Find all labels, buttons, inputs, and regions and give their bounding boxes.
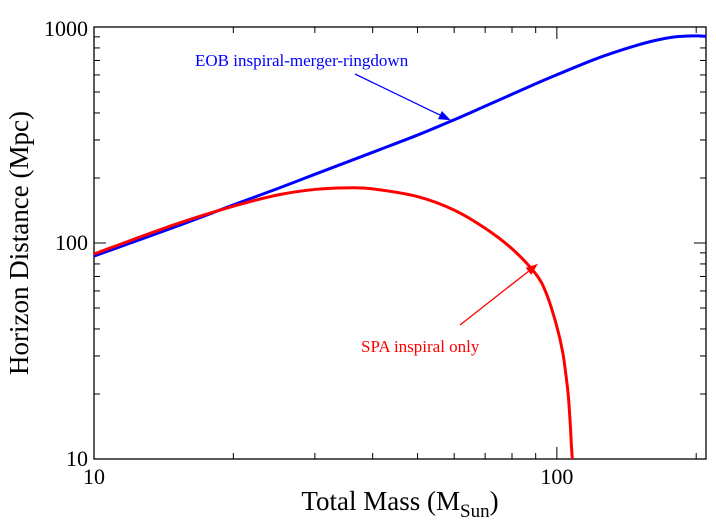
x-axis-label: Total Mass (MSun): [301, 486, 498, 522]
axis-tick-labels: 10 100 10 100 1000: [44, 16, 573, 489]
axis-ticks: [93, 26, 706, 460]
y-axis-label: Horizon Distance (Mpc): [4, 111, 34, 375]
series-group: [94, 34, 706, 459]
eob-series-line: [94, 34, 706, 258]
spa-annotation-label: SPA inspiral only: [361, 337, 480, 356]
plot-area: 10 100 10 100 1000: [44, 16, 707, 489]
spa-series-line: [94, 186, 574, 459]
plot-frame: [93, 26, 707, 460]
x-axis-label-main: Total Mass (M: [301, 486, 460, 516]
spa-annotation-arrowhead: [525, 263, 538, 275]
y-tick-label: 10: [66, 446, 88, 471]
x-axis-label-sub: Sun: [460, 501, 490, 522]
eob-annotation-arrowhead: [438, 111, 451, 121]
x-tick-label: 10: [83, 464, 105, 489]
spa-annotation: SPA inspiral only: [361, 263, 538, 356]
eob-annotation: EOB inspiral-merger-ringdown: [195, 51, 451, 121]
y-tick-label: 100: [55, 230, 88, 255]
x-tick-label: 100: [540, 464, 573, 489]
x-axis-label-close: ): [490, 486, 499, 516]
spa-annotation-arrow: [459, 270, 529, 326]
y-tick-label: 1000: [44, 16, 88, 41]
eob-annotation-label: EOB inspiral-merger-ringdown: [195, 51, 409, 70]
eob-annotation-arrow: [354, 73, 441, 116]
